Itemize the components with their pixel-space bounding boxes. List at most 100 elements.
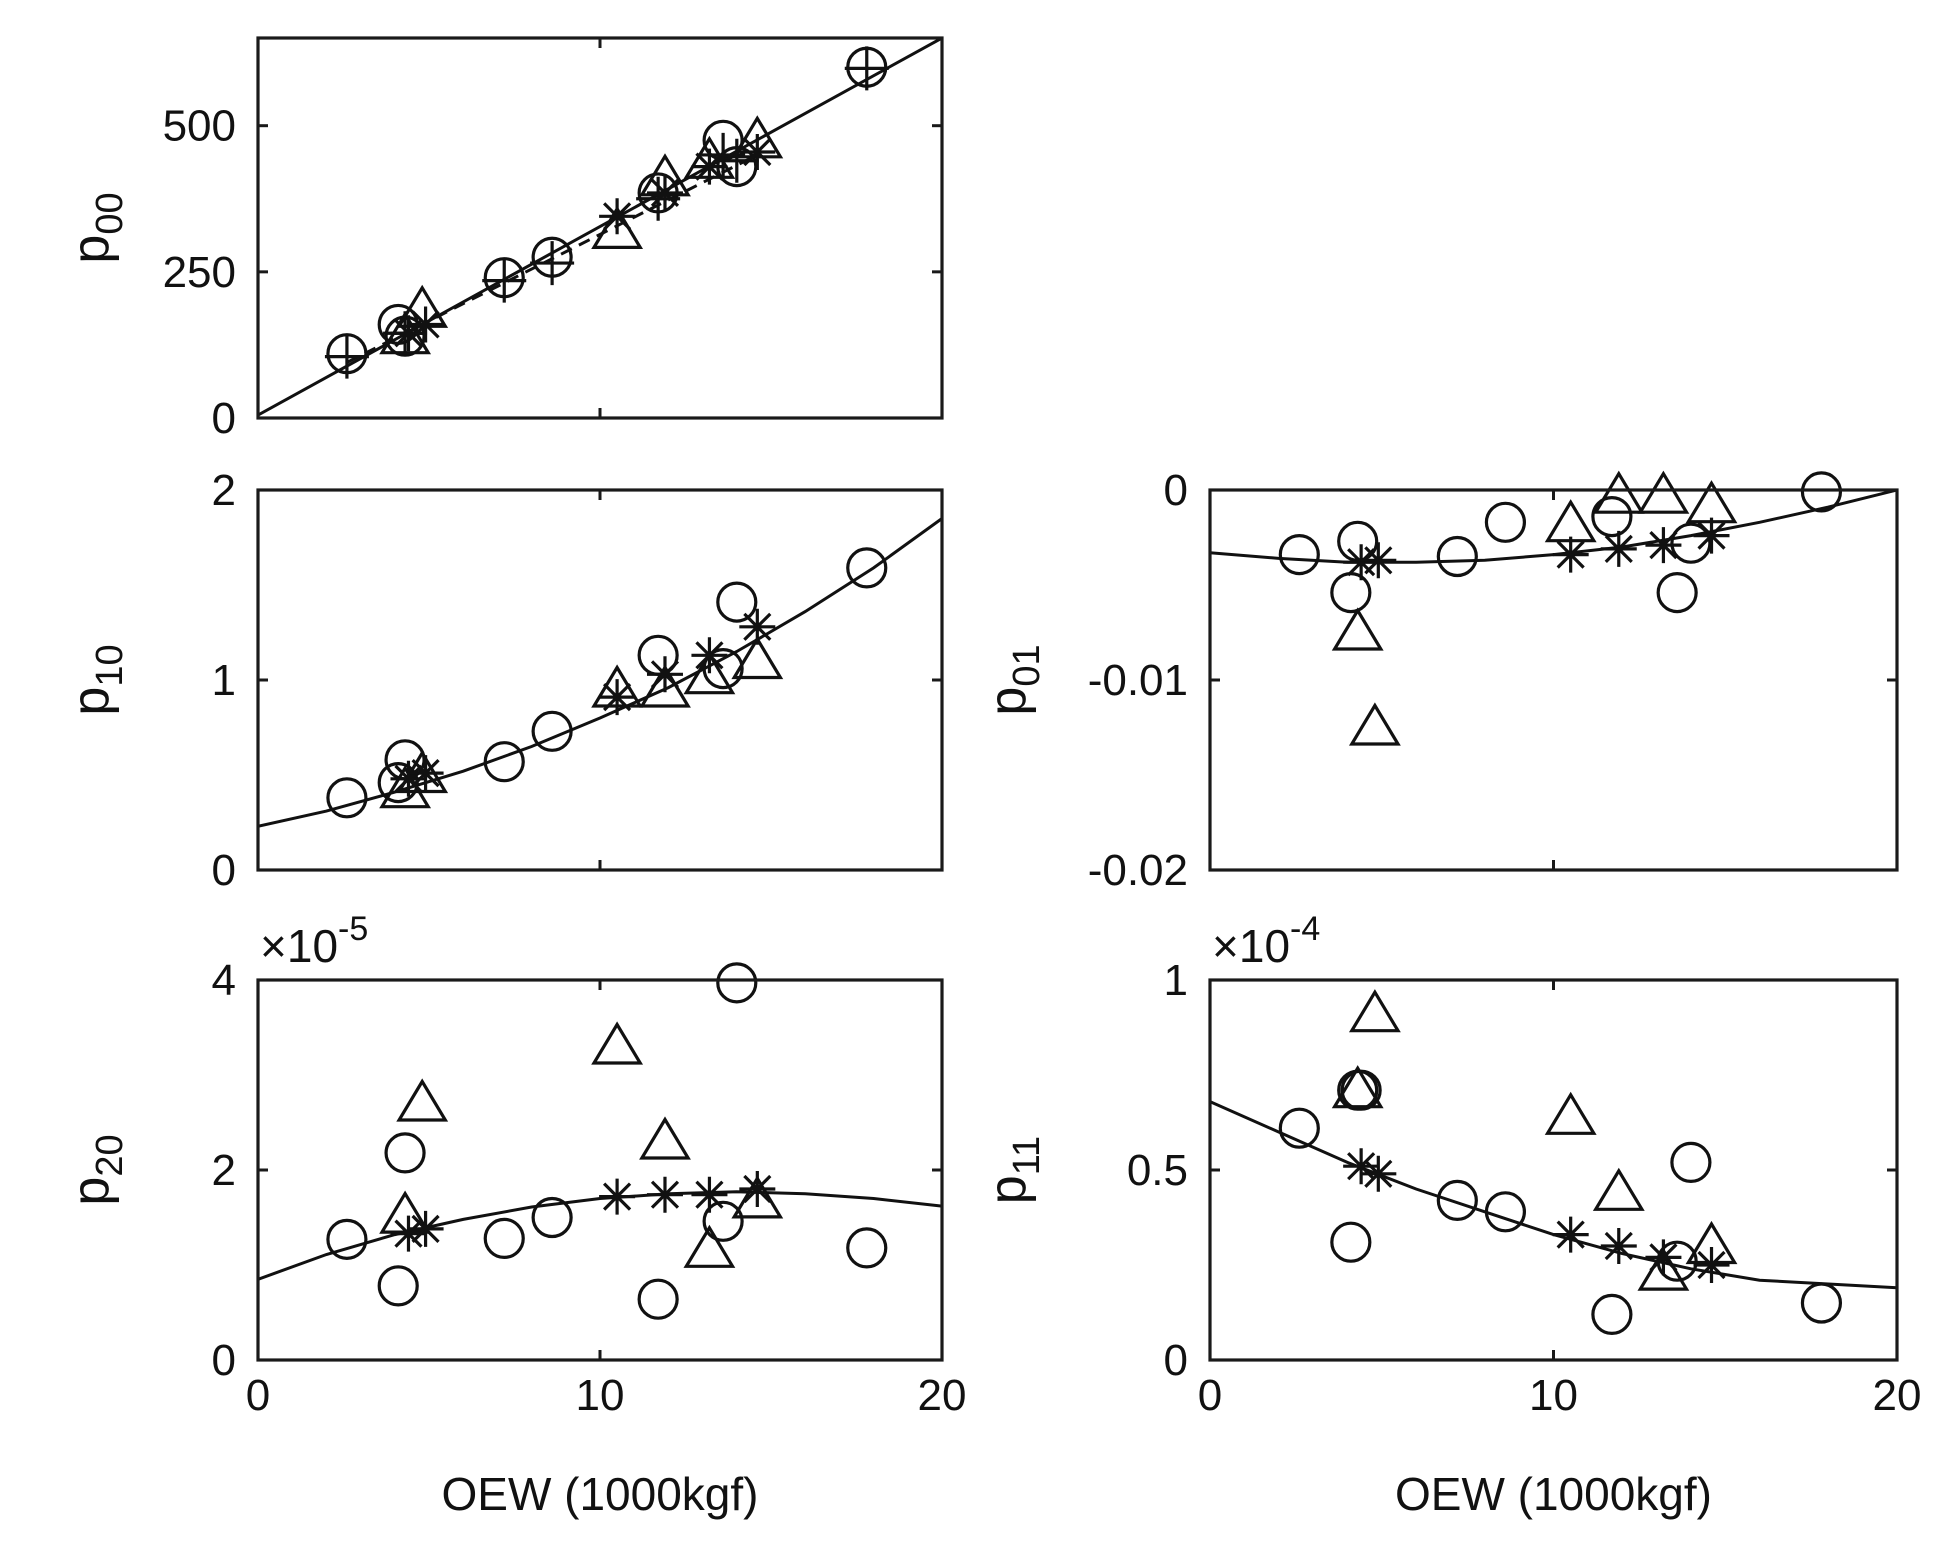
- series-star: [390, 134, 776, 352]
- circle-point: [1330, 571, 1372, 614]
- triangle-point: [639, 1116, 691, 1160]
- y-tick-label: -0.02: [1088, 846, 1188, 895]
- circle-point: [1670, 522, 1712, 564]
- triangle-point: [683, 651, 736, 695]
- triangle-point: [591, 1021, 644, 1065]
- triangle-point: [1637, 470, 1690, 514]
- triangle-point: [1544, 499, 1597, 543]
- circle-point: [1591, 495, 1633, 538]
- x-tick-label: 10: [1529, 1371, 1578, 1420]
- triangle-point: [1544, 1091, 1597, 1135]
- circle-point: [1670, 1141, 1712, 1184]
- y-axis-label: p00: [62, 192, 131, 263]
- circle-point: [1278, 533, 1320, 576]
- x-axis-label: OEW (1000kgf): [1395, 1468, 1712, 1520]
- circle-point: [1591, 1293, 1633, 1336]
- y-label-main: p: [62, 687, 120, 716]
- y-label-subscript: 11: [1006, 1136, 1048, 1175]
- star-point: [1645, 527, 1682, 564]
- panel-p10: 0 1 2 p10: [62, 466, 944, 895]
- triangle-point: [1331, 607, 1384, 651]
- triangle-point: [731, 635, 784, 680]
- star-point: [390, 1215, 427, 1252]
- star-point: [1552, 536, 1589, 573]
- star-point: [390, 760, 427, 797]
- star-point: [691, 1176, 728, 1213]
- exponent-label: ×10-5: [260, 910, 368, 972]
- circle-point: [531, 710, 573, 752]
- star-point: [1360, 542, 1397, 579]
- circle-point: [1800, 1282, 1843, 1324]
- y-label-main: p: [979, 1175, 1037, 1204]
- star-point: [646, 1176, 683, 1213]
- y-tick-label: 1: [212, 656, 236, 705]
- exponent-base: ×10: [1212, 920, 1290, 972]
- y-label-main: p: [979, 687, 1037, 716]
- y-label-subscript: 10: [89, 644, 131, 686]
- circle-point: [1436, 1179, 1478, 1222]
- triangle-point: [396, 1078, 449, 1122]
- y-label-main: p: [62, 1177, 120, 1206]
- y-axis-label: p01: [979, 644, 1048, 715]
- exponent-power: -4: [1290, 910, 1320, 948]
- series-star: [1343, 1148, 1730, 1283]
- y-tick-label: 0: [212, 394, 236, 443]
- y-label-subscript: 00: [89, 192, 131, 234]
- fit-line-solid: [1210, 490, 1897, 564]
- fit-line-solid: [258, 1190, 942, 1281]
- panel-p01: -0.02 -0.01 0 p01: [979, 466, 1899, 895]
- series-triangle: [1331, 470, 1738, 746]
- fit-line-solid: [258, 38, 942, 417]
- series-triangle: [379, 635, 784, 809]
- circle-point: [326, 777, 368, 819]
- y-axis-label: p20: [62, 1134, 131, 1205]
- series-star: [390, 1171, 776, 1252]
- star-point: [1552, 1216, 1589, 1253]
- panel-p00: 0 250 500 p00: [62, 36, 944, 443]
- triangle-point: [731, 1175, 784, 1219]
- circle-point: [702, 1200, 744, 1242]
- x-tick-label: 10: [576, 1371, 625, 1420]
- circle-point: [846, 547, 888, 589]
- y-tick-label: 0: [212, 1336, 236, 1385]
- star-point: [1600, 1228, 1637, 1264]
- x-tick-label: 0: [1198, 1371, 1222, 1420]
- y-axis-label: p11: [979, 1136, 1048, 1204]
- y-label-main: p: [62, 235, 120, 264]
- circle-point: [1278, 1107, 1320, 1149]
- y-label-subscript: 20: [89, 1134, 131, 1176]
- fit-line-solid: [1210, 1100, 1897, 1290]
- panel-p11: 0 10 20 0 0.5 1 p11 ×10-4 OEW (1000kgf): [979, 910, 1921, 1520]
- star-point: [1343, 1148, 1380, 1185]
- y-tick-label: -0.01: [1088, 656, 1188, 705]
- star-point: [1343, 544, 1380, 581]
- triangle-point: [1348, 702, 1401, 746]
- circle-point: [1656, 571, 1698, 614]
- plus-point: [844, 46, 889, 91]
- y-label-subscript: 01: [1006, 644, 1048, 686]
- triangle-point: [683, 1224, 736, 1268]
- circle-point: [377, 1265, 419, 1307]
- star-point: [1645, 1239, 1682, 1276]
- x-tick-label: 20: [918, 1371, 967, 1420]
- circle-point: [1436, 535, 1478, 578]
- circle-point: [384, 1132, 426, 1174]
- circle-point: [716, 581, 758, 623]
- y-tick-label: 2: [212, 466, 236, 515]
- star-point: [1360, 1155, 1397, 1192]
- y-tick-label: 1: [1164, 956, 1188, 1005]
- y-tick-label: 0: [212, 846, 236, 895]
- plus-point: [482, 258, 527, 303]
- x-tick-label: 20: [1873, 1371, 1922, 1420]
- circle-point: [716, 962, 758, 1004]
- star-point: [599, 198, 636, 235]
- x-axis-label: OEW (1000kgf): [442, 1468, 759, 1520]
- star-point: [1693, 1247, 1730, 1283]
- circle-point: [483, 1217, 525, 1260]
- y-tick-label: 0: [1164, 1336, 1188, 1385]
- series-circle: [1278, 471, 1843, 614]
- star-point: [407, 755, 444, 792]
- star-point: [407, 306, 444, 343]
- triangle-point: [1348, 989, 1401, 1033]
